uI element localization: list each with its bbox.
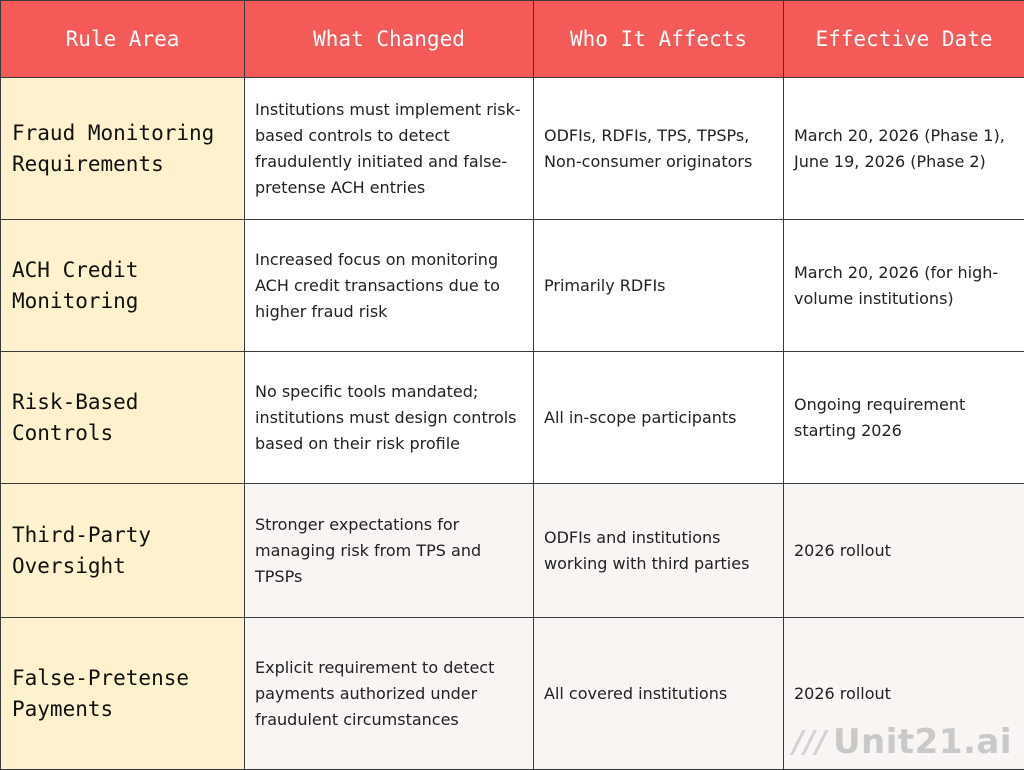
effective-date-cell: Ongoing requirement starting 2026	[784, 352, 1024, 484]
unit21-watermark: /// Unit21.ai	[793, 722, 1012, 762]
table-header-row: Rule Area What Changed Who It Affects Ef…	[1, 1, 1024, 78]
header-what-changed: What Changed	[245, 1, 534, 78]
header-effective-date: Effective Date	[784, 1, 1024, 78]
rule-area-cell: False-Pretense Payments	[1, 618, 245, 770]
watermark-text: Unit21.ai	[833, 722, 1012, 762]
effective-date-cell: 2026 rollout	[784, 484, 1024, 618]
table-row: Third-Party Oversight Stronger expectati…	[1, 484, 1024, 618]
slashes-logo-icon: ///	[793, 725, 827, 760]
what-changed-cell: Institutions must implement risk-based c…	[245, 78, 534, 220]
what-changed-cell: Explicit requirement to detect payments …	[245, 618, 534, 770]
effective-date-cell: March 20, 2026 (for high-volume institut…	[784, 220, 1024, 352]
what-changed-cell: Increased focus on monitoring ACH credit…	[245, 220, 534, 352]
who-affects-cell: All covered institutions	[534, 618, 784, 770]
what-changed-cell: Stronger expectations for managing risk …	[245, 484, 534, 618]
rule-area-cell: Fraud Monitoring Requirements	[1, 78, 245, 220]
who-affects-cell: ODFIs, RDFIs, TPS, TPSPs, Non-consumer o…	[534, 78, 784, 220]
who-affects-cell: ODFIs and institutions working with thir…	[534, 484, 784, 618]
rule-area-cell: Third-Party Oversight	[1, 484, 245, 618]
header-who-it-affects: Who It Affects	[534, 1, 784, 78]
who-affects-cell: All in-scope participants	[534, 352, 784, 484]
rule-area-cell: ACH Credit Monitoring	[1, 220, 245, 352]
rule-area-cell: Risk-Based Controls	[1, 352, 245, 484]
table-row: Risk-Based Controls No specific tools ma…	[1, 352, 1024, 484]
what-changed-cell: No specific tools mandated; institutions…	[245, 352, 534, 484]
header-rule-area: Rule Area	[1, 1, 245, 78]
table-row: Fraud Monitoring Requirements Institutio…	[1, 78, 1024, 220]
who-affects-cell: Primarily RDFIs	[534, 220, 784, 352]
table-row: ACH Credit Monitoring Increased focus on…	[1, 220, 1024, 352]
effective-date-cell: March 20, 2026 (Phase 1), June 19, 2026 …	[784, 78, 1024, 220]
